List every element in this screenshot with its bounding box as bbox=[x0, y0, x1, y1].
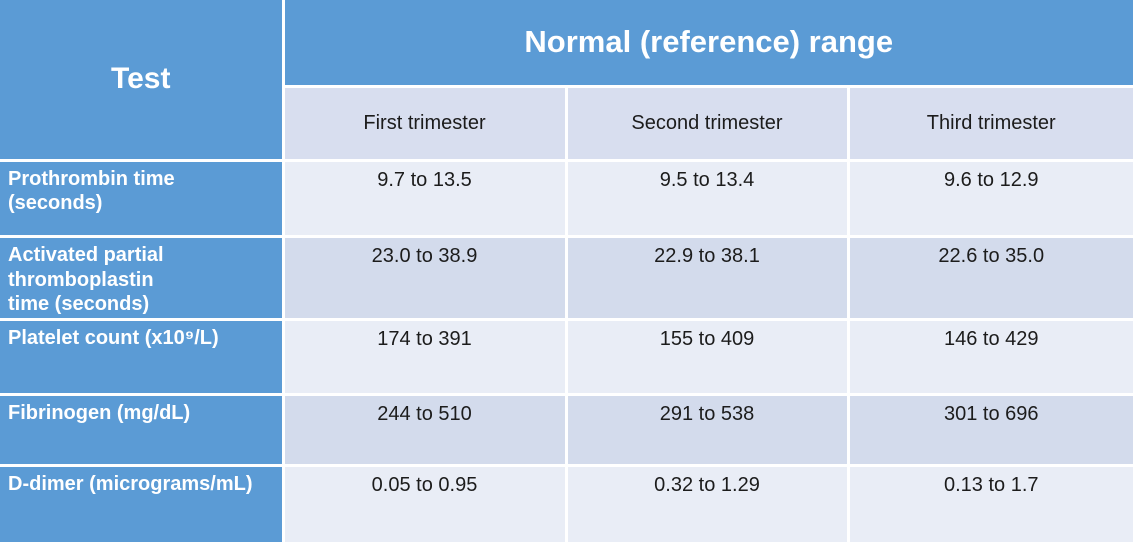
table-row-fibrinogen: Fibrinogen (mg/dL) 244 to 510 291 to 538… bbox=[0, 392, 1133, 467]
normal-range-group-header: Normal (reference) range bbox=[281, 0, 1133, 88]
cell-platelet-first-trimester: 174 to 391 bbox=[281, 317, 568, 396]
header-row: Test Normal (reference) range bbox=[0, 0, 1133, 162]
cell-prothrombin-first-trimester: 9.7 to 13.5 bbox=[281, 158, 568, 239]
test-column-header: Test bbox=[0, 0, 285, 162]
trimester-header-row: First trimester Second trimester Third t… bbox=[0, 84, 1133, 162]
table-row-platelet-count: Platelet count (x10⁹/L) 174 to 391 155 t… bbox=[0, 317, 1133, 396]
cell-prothrombin-second-trimester: 9.5 to 13.4 bbox=[564, 158, 850, 239]
cell-fibrinogen-second-trimester: 291 to 538 bbox=[564, 392, 850, 467]
column-header-first-trimester: First trimester bbox=[283, 84, 568, 162]
cell-aptt-first-trimester: 23.0 to 38.9 bbox=[281, 235, 568, 321]
row-label-activated-partial-thromboplastin-time: Activated partial thromboplastin time (s… bbox=[0, 235, 285, 321]
table-row-activated-partial-thromboplastin-time: Activated partial thromboplastin time (s… bbox=[0, 235, 1133, 321]
row-label-platelet-count: Platelet count (x10⁹/L) bbox=[0, 317, 285, 396]
cell-prothrombin-third-trimester: 9.6 to 12.9 bbox=[846, 158, 1133, 239]
row-label-fibrinogen: Fibrinogen (mg/dL) bbox=[0, 392, 285, 467]
cell-aptt-third-trimester: 22.6 to 35.0 bbox=[846, 235, 1133, 321]
cell-aptt-second-trimester: 22.9 to 38.1 bbox=[564, 235, 850, 321]
row-label-prothrombin-time: Prothrombin time (seconds) bbox=[0, 158, 285, 239]
row-label-d-dimer: D-dimer (micrograms/mL) bbox=[0, 463, 285, 542]
cell-platelet-third-trimester: 146 to 429 bbox=[846, 317, 1133, 396]
column-header-third-trimester: Third trimester bbox=[846, 84, 1133, 162]
cell-fibrinogen-third-trimester: 301 to 696 bbox=[846, 392, 1133, 467]
cell-d-dimer-first-trimester: 0.05 to 0.95 bbox=[281, 463, 568, 542]
cell-d-dimer-third-trimester: 0.13 to 1.7 bbox=[846, 463, 1133, 542]
cell-platelet-second-trimester: 155 to 409 bbox=[564, 317, 850, 396]
table-row-d-dimer: D-dimer (micrograms/mL) 0.05 to 0.95 0.3… bbox=[0, 463, 1133, 542]
column-header-second-trimester: Second trimester bbox=[564, 84, 850, 162]
cell-d-dimer-second-trimester: 0.32 to 1.29 bbox=[564, 463, 850, 542]
cell-fibrinogen-first-trimester: 244 to 510 bbox=[281, 392, 568, 467]
table-row-prothrombin-time: Prothrombin time (seconds) 9.7 to 13.5 9… bbox=[0, 158, 1133, 239]
